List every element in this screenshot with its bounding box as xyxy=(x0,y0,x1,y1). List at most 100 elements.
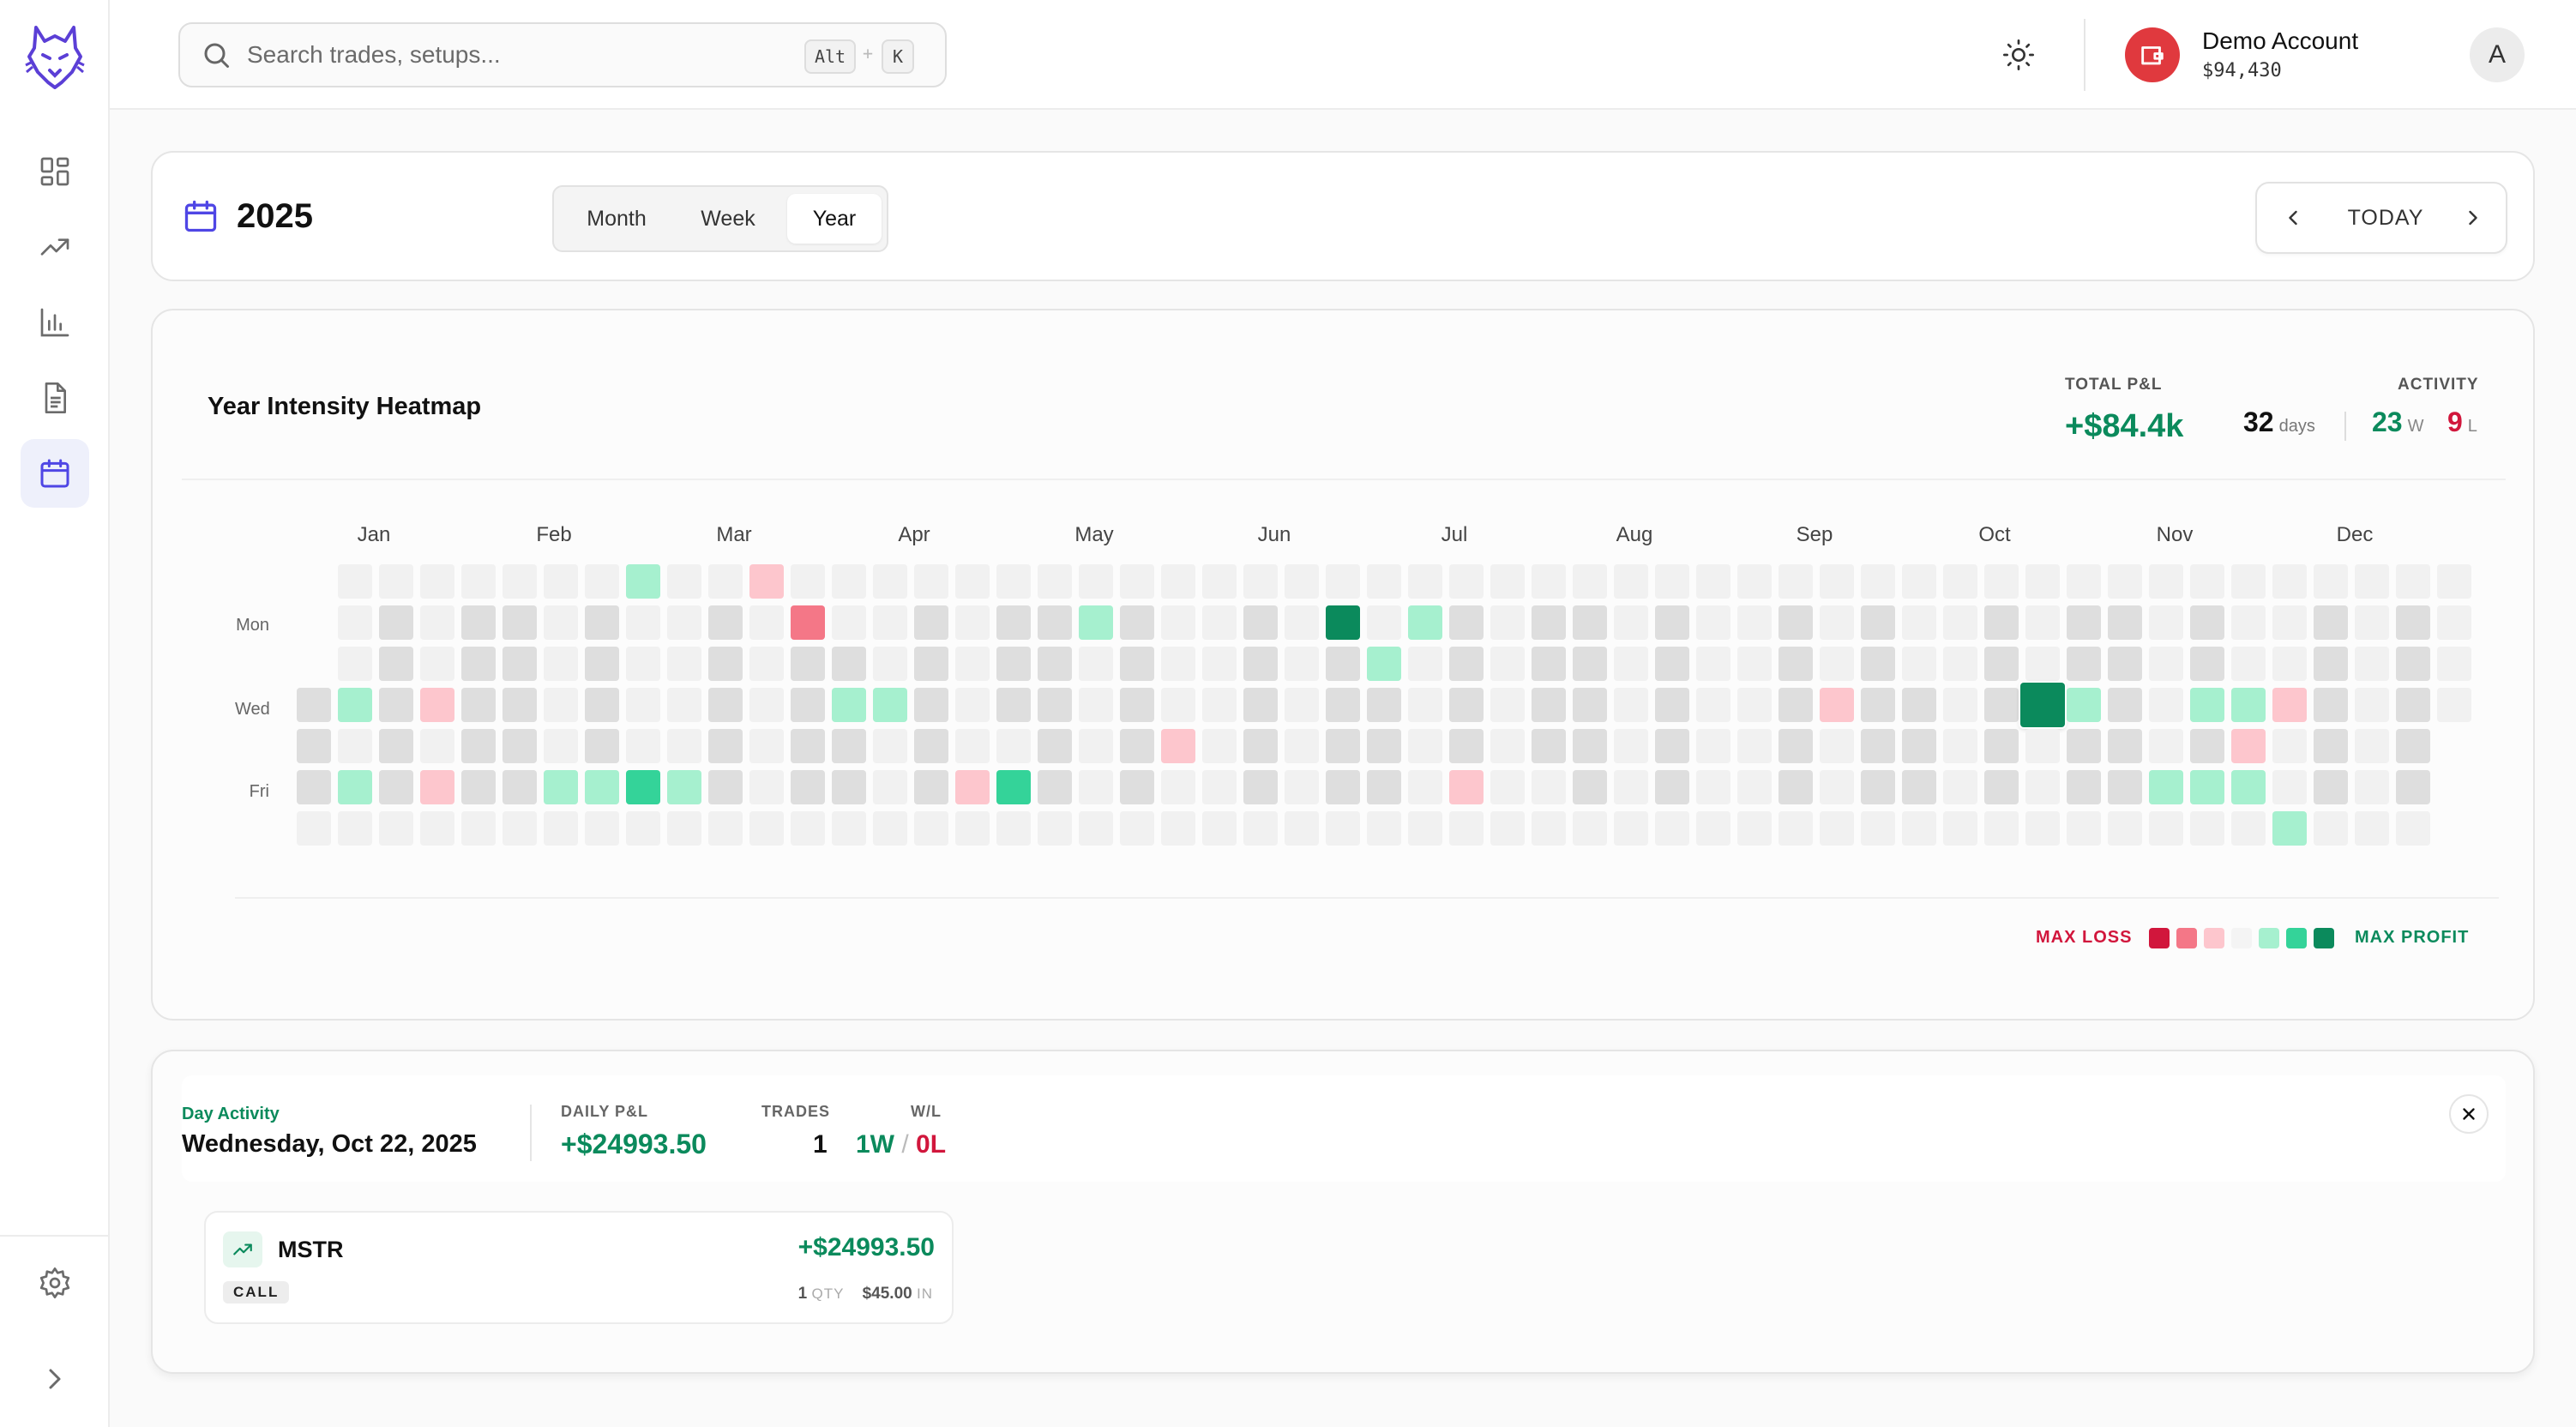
heatmap-day-cell[interactable] xyxy=(1326,811,1360,846)
lynx-logo-icon[interactable] xyxy=(24,19,86,91)
heatmap-day-cell[interactable] xyxy=(2025,605,2060,640)
heatmap-day-cell[interactable] xyxy=(832,811,866,846)
heatmap-day-cell[interactable] xyxy=(420,811,454,846)
heatmap-day-cell[interactable] xyxy=(1984,770,2019,804)
view-month-button[interactable]: Month xyxy=(587,206,647,231)
heatmap-day-cell[interactable] xyxy=(2396,647,2430,681)
heatmap-day-cell[interactable] xyxy=(420,729,454,763)
heatmap-day-cell[interactable] xyxy=(1367,811,1401,846)
heatmap-day-cell[interactable] xyxy=(1614,688,1648,722)
heatmap-day-cell[interactable] xyxy=(1820,811,1854,846)
heatmap-day-cell[interactable] xyxy=(1737,729,1772,763)
heatmap-day-cell[interactable] xyxy=(1532,729,1566,763)
heatmap-day-cell[interactable] xyxy=(791,564,825,599)
heatmap-day-cell[interactable] xyxy=(667,811,701,846)
heatmap-day-cell[interactable] xyxy=(2231,647,2266,681)
view-week-button[interactable]: Week xyxy=(701,206,755,231)
heatmap-day-cell[interactable] xyxy=(1820,688,1854,722)
heatmap-day-cell[interactable] xyxy=(585,770,619,804)
heatmap-day-cell[interactable] xyxy=(2314,729,2348,763)
heatmap-day-cell[interactable] xyxy=(1696,770,1730,804)
heatmap-day-cell[interactable] xyxy=(626,729,660,763)
nav-dashboard[interactable] xyxy=(21,137,89,206)
heatmap-day-cell[interactable] xyxy=(2025,729,2060,763)
heatmap-day-cell[interactable] xyxy=(2231,564,2266,599)
heatmap-day-cell[interactable] xyxy=(2025,564,2060,599)
heatmap-day-cell[interactable] xyxy=(379,770,413,804)
heatmap-day-cell[interactable] xyxy=(379,605,413,640)
heatmap-day-cell[interactable] xyxy=(1984,647,2019,681)
settings-button[interactable] xyxy=(21,1249,89,1317)
nav-analytics[interactable] xyxy=(21,288,89,357)
heatmap-day-cell[interactable] xyxy=(1079,729,1113,763)
heatmap-day-cell[interactable] xyxy=(708,647,743,681)
heatmap-day-cell[interactable] xyxy=(914,605,948,640)
heatmap-day-cell[interactable] xyxy=(1120,564,1154,599)
heatmap-day-cell[interactable] xyxy=(955,729,990,763)
heatmap-day-cell[interactable] xyxy=(544,688,578,722)
heatmap-day-cell[interactable] xyxy=(1614,770,1648,804)
heatmap-day-cell[interactable] xyxy=(1532,564,1566,599)
heatmap-day-cell[interactable] xyxy=(1902,770,1936,804)
heatmap-day-cell[interactable] xyxy=(544,770,578,804)
heatmap-day-cell[interactable] xyxy=(1943,564,1977,599)
heatmap-day-cell[interactable] xyxy=(2396,564,2430,599)
heatmap-day-cell[interactable] xyxy=(2314,688,2348,722)
heatmap-day-cell[interactable] xyxy=(955,811,990,846)
heatmap-day-cell[interactable] xyxy=(626,811,660,846)
heatmap-day-cell[interactable] xyxy=(461,770,496,804)
heatmap-day-cell[interactable] xyxy=(297,688,331,722)
account-switcher[interactable]: Demo Account $94,430 xyxy=(2125,21,2519,89)
heatmap-day-cell[interactable] xyxy=(1120,647,1154,681)
heatmap-day-cell[interactable] xyxy=(2437,688,2471,722)
search-input[interactable] xyxy=(247,41,796,69)
heatmap-day-cell[interactable] xyxy=(585,729,619,763)
heatmap-day-cell[interactable] xyxy=(585,605,619,640)
next-button[interactable] xyxy=(2454,199,2492,237)
heatmap-day-cell[interactable] xyxy=(708,811,743,846)
heatmap-day-cell[interactable] xyxy=(996,729,1031,763)
heatmap-day-cell[interactable] xyxy=(2272,647,2307,681)
heatmap-day-cell[interactable] xyxy=(1161,688,1195,722)
heatmap-day-cell[interactable] xyxy=(914,564,948,599)
heatmap-day-cell[interactable] xyxy=(1614,811,1648,846)
heatmap-day-cell[interactable] xyxy=(503,770,537,804)
heatmap-day-cell[interactable] xyxy=(1902,647,1936,681)
heatmap-day-cell[interactable] xyxy=(1655,647,1689,681)
heatmap-day-cell[interactable] xyxy=(626,564,660,599)
heatmap-day-cell[interactable] xyxy=(1984,688,2019,722)
heatmap-day-cell[interactable] xyxy=(1202,770,1237,804)
heatmap-day-cell[interactable] xyxy=(873,811,907,846)
heatmap-day-cell[interactable] xyxy=(420,688,454,722)
heatmap-day-cell[interactable] xyxy=(955,688,990,722)
heatmap-day-cell[interactable] xyxy=(1532,770,1566,804)
heatmap-day-cell[interactable] xyxy=(2067,688,2101,722)
heatmap-day-cell[interactable] xyxy=(544,564,578,599)
heatmap-day-cell[interactable] xyxy=(873,564,907,599)
heatmap-day-cell[interactable] xyxy=(1573,688,1607,722)
heatmap-day-cell[interactable] xyxy=(832,605,866,640)
heatmap-day-cell[interactable] xyxy=(2355,688,2389,722)
heatmap-day-cell[interactable] xyxy=(503,647,537,681)
heatmap-day-cell[interactable] xyxy=(2149,770,2183,804)
heatmap-day-cell[interactable] xyxy=(1614,564,1648,599)
heatmap-day-cell[interactable] xyxy=(338,811,372,846)
heatmap-day-cell[interactable] xyxy=(708,729,743,763)
heatmap-day-cell[interactable] xyxy=(2149,688,2183,722)
heatmap-day-cell[interactable] xyxy=(1490,770,1525,804)
heatmap-day-cell[interactable] xyxy=(1079,647,1113,681)
heatmap-day-cell[interactable] xyxy=(2149,811,2183,846)
heatmap-day-cell[interactable] xyxy=(791,729,825,763)
heatmap-day-cell[interactable] xyxy=(1779,729,1813,763)
heatmap-day-cell[interactable] xyxy=(297,729,331,763)
heatmap-day-cell[interactable] xyxy=(1532,647,1566,681)
heatmap-day-cell[interactable] xyxy=(1079,688,1113,722)
heatmap-day-cell[interactable] xyxy=(338,605,372,640)
heatmap-day-cell[interactable] xyxy=(955,605,990,640)
heatmap-day-cell[interactable] xyxy=(873,647,907,681)
heatmap-day-cell[interactable] xyxy=(1861,647,1895,681)
heatmap-day-cell[interactable] xyxy=(2314,811,2348,846)
heatmap-day-cell[interactable] xyxy=(1490,605,1525,640)
heatmap-day-cell[interactable] xyxy=(1696,564,1730,599)
heatmap-day-cell[interactable] xyxy=(544,605,578,640)
